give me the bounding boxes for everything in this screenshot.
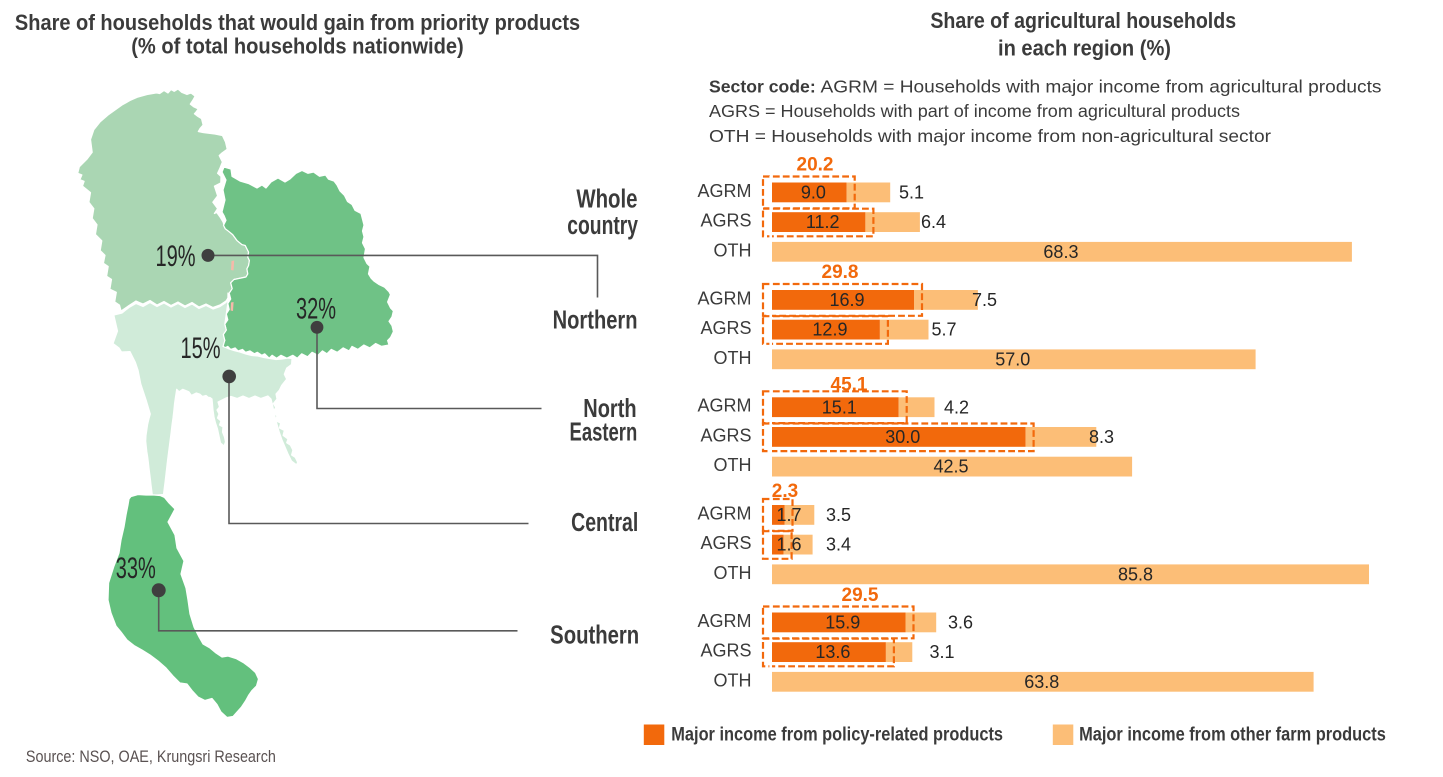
svg-text:AGRM = Households with major i: AGRM = Households with major income from… bbox=[821, 76, 1382, 96]
svg-text:15%: 15% bbox=[180, 332, 220, 365]
svg-text:OTH: OTH bbox=[714, 240, 752, 260]
svg-text:3.5: 3.5 bbox=[826, 505, 851, 525]
svg-text:29.8: 29.8 bbox=[822, 262, 859, 283]
svg-text:3.1: 3.1 bbox=[930, 642, 955, 662]
svg-text:AGRS: AGRS bbox=[700, 641, 751, 661]
svg-text:9.0: 9.0 bbox=[801, 183, 826, 203]
svg-text:11.2: 11.2 bbox=[806, 212, 840, 232]
svg-text:OTH: OTH bbox=[714, 563, 752, 583]
svg-text:63.8: 63.8 bbox=[1024, 672, 1059, 692]
svg-text:1.6: 1.6 bbox=[777, 535, 802, 555]
svg-text:AGRM: AGRM bbox=[698, 396, 752, 416]
svg-text:Southern: Southern bbox=[550, 620, 639, 649]
svg-text:OTH = Households with major in: OTH = Households with major income from … bbox=[709, 126, 1271, 146]
svg-text:85.8: 85.8 bbox=[1118, 564, 1153, 584]
svg-text:OTH: OTH bbox=[714, 670, 752, 690]
svg-text:3.4: 3.4 bbox=[826, 535, 851, 555]
svg-text:57.0: 57.0 bbox=[995, 349, 1030, 369]
svg-text:42.5: 42.5 bbox=[934, 457, 969, 477]
svg-text:North: North bbox=[583, 394, 636, 423]
svg-text:3.6: 3.6 bbox=[948, 613, 973, 633]
svg-text:29.5: 29.5 bbox=[842, 585, 879, 606]
svg-text:13.6: 13.6 bbox=[815, 642, 850, 662]
svg-text:Major income from policy-relat: Major income from policy-related product… bbox=[671, 723, 1003, 744]
svg-text:16.9: 16.9 bbox=[829, 290, 864, 310]
svg-text:32%: 32% bbox=[296, 293, 336, 326]
svg-text:OTH: OTH bbox=[714, 455, 752, 475]
svg-text:68.3: 68.3 bbox=[1043, 242, 1078, 262]
svg-text:AGRS: AGRS bbox=[700, 318, 751, 338]
svg-text:Whole: Whole bbox=[576, 184, 637, 213]
svg-text:6.4: 6.4 bbox=[921, 212, 946, 232]
svg-text:(% of total households nationw: (% of total households nationwide) bbox=[131, 35, 464, 59]
svg-text:Source: NSO, OAE, Krungsri Res: Source: NSO, OAE, Krungsri Research bbox=[26, 748, 276, 766]
svg-text:5.7: 5.7 bbox=[932, 320, 957, 340]
svg-text:4.2: 4.2 bbox=[944, 397, 969, 417]
svg-text:8.3: 8.3 bbox=[1089, 427, 1114, 447]
svg-text:33%: 33% bbox=[116, 552, 156, 585]
svg-text:AGRM: AGRM bbox=[698, 288, 752, 308]
svg-text:Share of households that would: Share of households that would gain from… bbox=[15, 11, 580, 35]
svg-text:OTH: OTH bbox=[714, 348, 752, 368]
svg-text:AGRS: AGRS bbox=[700, 211, 751, 231]
svg-text:19%: 19% bbox=[155, 240, 195, 273]
svg-text:AGRM: AGRM bbox=[698, 503, 752, 523]
svg-text:AGRM: AGRM bbox=[698, 181, 752, 201]
svg-text:20.2: 20.2 bbox=[797, 155, 834, 176]
svg-text:AGRS: AGRS bbox=[700, 533, 751, 553]
svg-text:15.1: 15.1 bbox=[822, 397, 857, 417]
svg-text:Eastern: Eastern bbox=[569, 418, 637, 447]
svg-text:country: country bbox=[567, 210, 638, 239]
svg-text:1.7: 1.7 bbox=[777, 505, 802, 525]
svg-text:in each region (%): in each region (%) bbox=[998, 36, 1171, 60]
svg-text:45.1: 45.1 bbox=[831, 375, 868, 396]
svg-text:Major income from other farm p: Major income from other farm products bbox=[1079, 723, 1386, 744]
svg-text:7.5: 7.5 bbox=[972, 290, 997, 310]
svg-text:2.3: 2.3 bbox=[772, 481, 798, 502]
svg-text:Share of agricultural househol: Share of agricultural households bbox=[930, 9, 1236, 33]
svg-text:Sector code:: Sector code: bbox=[709, 76, 816, 96]
svg-text:5.1: 5.1 bbox=[899, 183, 924, 203]
svg-text:Central: Central bbox=[571, 507, 638, 536]
svg-text:30.0: 30.0 bbox=[885, 427, 920, 447]
svg-text:AGRM: AGRM bbox=[698, 611, 752, 631]
svg-text:AGRS = Households with part of: AGRS = Households with part of income fr… bbox=[709, 101, 1240, 121]
svg-text:12.9: 12.9 bbox=[812, 320, 847, 340]
svg-text:15.9: 15.9 bbox=[825, 613, 860, 633]
svg-text:Northern: Northern bbox=[553, 305, 638, 334]
svg-text:AGRS: AGRS bbox=[700, 425, 751, 445]
